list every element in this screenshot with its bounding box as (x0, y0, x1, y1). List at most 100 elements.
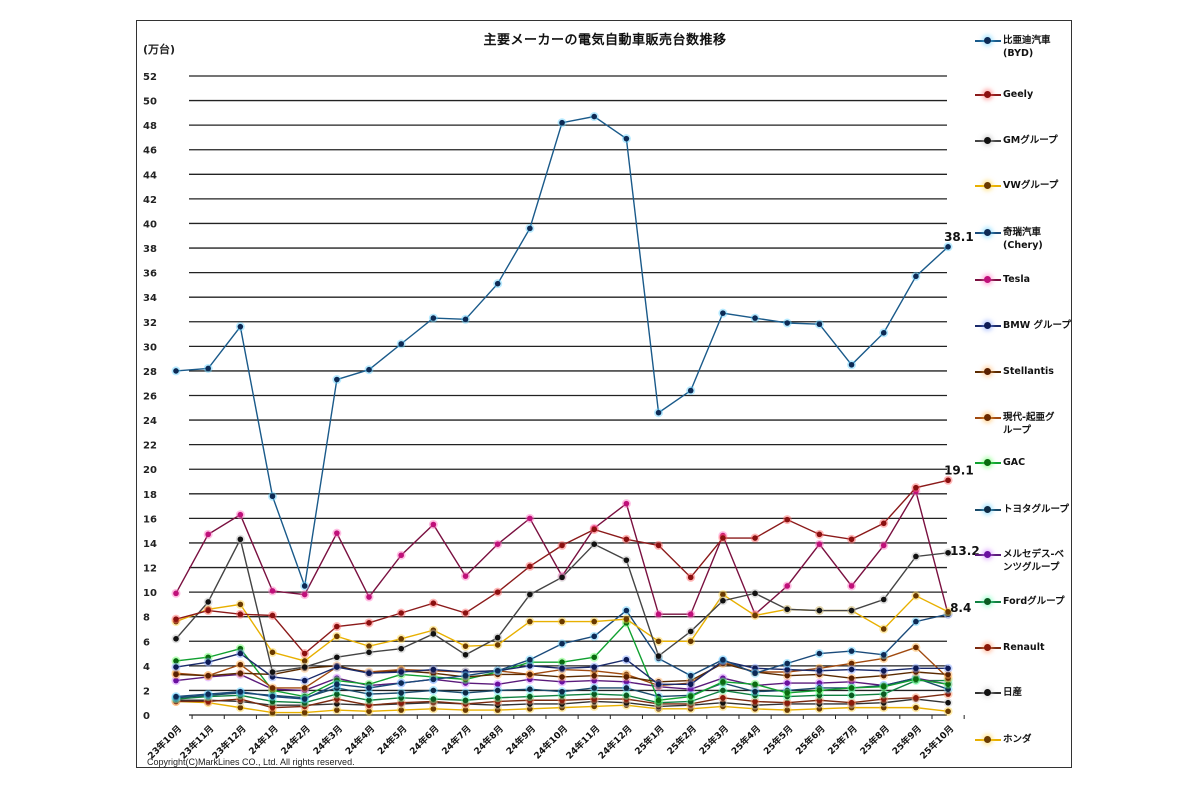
legend-marker-icon (973, 321, 1003, 331)
y-tick-label: 16 (143, 514, 157, 525)
legend-item: 日産 (973, 686, 1073, 699)
legend-item: VWグループ (973, 179, 1073, 192)
legend-item: 現代-起亜グ ループ (973, 411, 1073, 437)
y-tick-label: 0 (143, 711, 150, 722)
x-tick-label: 23年12月 (210, 723, 249, 762)
legend-item: Renault (973, 641, 1073, 654)
y-tick-label: 8 (143, 613, 150, 624)
legend-item: Geely (973, 88, 1073, 101)
series-line (171, 475, 953, 659)
y-tick-label: 18 (143, 490, 157, 501)
x-tick-label: 25年6月 (793, 723, 828, 758)
y-tick-label: 40 (143, 219, 157, 230)
series-line (171, 606, 953, 704)
legend-marker-icon (973, 136, 1003, 146)
x-tick-label: 24年1月 (246, 723, 281, 758)
x-tick-label: 25年7月 (825, 723, 860, 758)
y-tick-label: 36 (143, 269, 157, 280)
y-tick-label: 2 (143, 686, 150, 697)
y-tick-label: 4 (143, 662, 150, 673)
series-line (171, 534, 953, 677)
legend-marker-icon (973, 643, 1003, 653)
legend-label: メルセデス-ベ ンツグループ (1003, 549, 1064, 573)
y-tick-label: 32 (143, 318, 157, 329)
legend-label: ホンダ (1003, 734, 1032, 745)
y-tick-label: 20 (143, 465, 157, 476)
legend-marker-icon (973, 275, 1003, 285)
x-tick-label: 24年9月 (503, 723, 538, 758)
legend-item: Stellantis (973, 365, 1073, 378)
legend-marker-icon (973, 735, 1003, 745)
x-tick-label: 24年4月 (343, 723, 378, 758)
legend-item: ホンダ (973, 733, 1073, 746)
y-tick-label: 22 (143, 441, 157, 452)
legend-label: 日産 (1003, 687, 1023, 698)
legend-marker-icon (973, 228, 1003, 238)
legend-item: 奇瑞汽車 (Chery) (973, 226, 1073, 252)
series-line (171, 590, 953, 666)
x-tick-label: 24年12月 (596, 723, 635, 762)
legend-marker-icon (973, 550, 1003, 560)
legend-marker-icon (973, 458, 1003, 468)
legend-item: 比亜迪汽車 (BYD) (973, 34, 1073, 60)
legend-item: トヨタグループ (973, 503, 1073, 516)
copyright-notice: Copyright(C)MarkLines CO., Ltd. All righ… (147, 757, 355, 767)
legend-marker-icon (973, 505, 1003, 515)
y-tick-label: 10 (143, 588, 157, 599)
legend-label: Tesla (1003, 274, 1030, 285)
x-tick-label: 24年3月 (310, 723, 345, 758)
chart-title: 主要メーカーの電気自動車販売台数推移 (483, 33, 727, 48)
legend-label: 現代-起亜グ ループ (1003, 412, 1055, 436)
x-tick-label: 23年11月 (177, 723, 216, 762)
legend-marker-icon (973, 367, 1003, 377)
y-tick-label: 38 (143, 244, 157, 255)
y-tick-label: 6 (143, 637, 150, 648)
y-tick-label: 42 (143, 195, 157, 206)
legend-marker-icon (973, 36, 1003, 46)
legend-label: Renault (1003, 642, 1045, 653)
x-tick-label: 25年2月 (664, 723, 699, 758)
x-tick-label: 24年8月 (471, 723, 506, 758)
legend-label: 奇瑞汽車 (Chery) (1003, 227, 1043, 251)
x-tick-label: 25年3月 (697, 723, 732, 758)
data-label: 38.1 (944, 230, 974, 244)
data-label: 8.4 (950, 601, 971, 615)
legend-marker-icon (973, 413, 1003, 423)
legend-marker-icon (973, 90, 1003, 100)
x-tick-label: 24年5月 (375, 723, 410, 758)
y-tick-label: 28 (143, 367, 157, 378)
x-tick-label: 25年1月 (632, 723, 667, 758)
x-tick-label: 25年4月 (729, 723, 764, 758)
legend-label: トヨタグループ (1003, 504, 1069, 515)
chart-frame: 主要メーカーの電気自動車販売台数推移 (万台) 0 2 4 6 8 10 12 14 16 18 2… (136, 20, 1072, 768)
x-tick-label: 24年7月 (439, 723, 474, 758)
x-tick-label: 25年8月 (857, 723, 892, 758)
data-label: 19.1 (944, 463, 974, 477)
x-tick-label: 25年5月 (761, 723, 796, 758)
plot-area: 0246810121416182022242628303234363840424… (143, 72, 980, 762)
x-tick-label: 25年10月 (917, 723, 956, 762)
legend-item: Tesla (973, 273, 1073, 286)
legend-item: GMグループ (973, 134, 1073, 147)
legend-marker-icon (973, 688, 1003, 698)
x-tick-label: 25年9月 (890, 723, 925, 758)
legend-label: Stellantis (1003, 366, 1054, 377)
legend-label: VWグループ (1003, 180, 1059, 191)
legend-label: Fordグループ (1003, 596, 1065, 607)
x-tick-label: 24年6月 (407, 723, 442, 758)
legend-label: GAC (1003, 457, 1026, 468)
legend-label: Geely (1003, 89, 1034, 100)
legend-marker-icon (973, 181, 1003, 191)
x-tick-label: 24年11月 (563, 723, 602, 762)
y-tick-label: 50 (143, 97, 157, 108)
y-tick-label: 34 (143, 293, 157, 304)
y-axis-unit-label: (万台) (143, 43, 176, 56)
legend-item: Fordグループ (973, 595, 1073, 608)
series-line (171, 486, 953, 619)
y-tick-label: 46 (143, 146, 157, 157)
y-tick-label: 30 (143, 342, 157, 353)
legend-label: BMW グループ (1003, 320, 1071, 331)
y-tick-label: 52 (143, 72, 157, 83)
y-tick-label: 44 (143, 170, 157, 181)
legend-marker-icon (973, 597, 1003, 607)
